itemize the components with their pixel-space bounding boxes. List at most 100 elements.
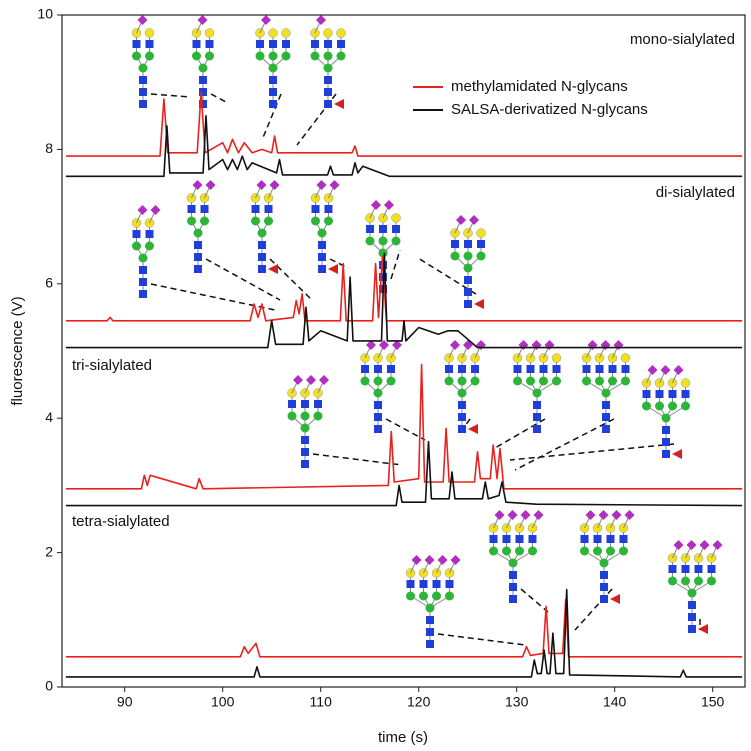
mannose (391, 236, 401, 246)
glcnac (458, 365, 466, 373)
mannose (463, 263, 473, 273)
glcnac (552, 365, 561, 373)
mannose (642, 401, 651, 411)
glcnac (445, 365, 453, 373)
glcnac (324, 76, 332, 84)
sialic-acid (329, 180, 340, 190)
mannose (360, 376, 370, 386)
mannose (457, 376, 467, 386)
mannose (419, 591, 428, 601)
glcnac (602, 401, 610, 409)
glcnac (509, 595, 517, 603)
glcnac (311, 40, 319, 48)
glcnac (642, 390, 651, 398)
sialic-acid (712, 540, 723, 550)
panel-label: mono-sialylated (630, 31, 735, 48)
fucose (268, 264, 278, 274)
sialic-acid (624, 510, 635, 520)
glcnac (269, 88, 277, 96)
trace (65, 588, 743, 678)
panel-label: tetra-sialylated (72, 513, 170, 530)
mannose (513, 376, 522, 386)
glcnac (139, 290, 147, 298)
sialic-acid (371, 200, 381, 210)
glcnac (533, 413, 541, 421)
glycan-structures (131, 15, 723, 648)
mannose (457, 388, 467, 398)
mannose (323, 51, 333, 61)
legend-label: methylamidated N-glycans (451, 78, 628, 95)
glcnac (301, 448, 309, 456)
glcnac (681, 565, 690, 573)
mannose (582, 376, 591, 386)
sialic-acid (598, 510, 609, 520)
mannose (132, 51, 141, 61)
sialic-acid (507, 510, 518, 520)
y-tick-label: 2 (45, 543, 53, 559)
glcnac (426, 628, 434, 636)
fucose (698, 624, 708, 634)
glcnac (539, 365, 548, 373)
connector (210, 93, 227, 103)
connector (312, 453, 403, 466)
mannose (300, 411, 310, 421)
glcnac (458, 425, 466, 433)
glcnac (681, 390, 690, 398)
mannose (681, 576, 690, 586)
glcnac (458, 413, 466, 421)
glcnac (258, 253, 266, 261)
sialic-acid (192, 180, 203, 190)
mannose (444, 376, 454, 386)
glcnac (200, 205, 209, 213)
y-tick-label: 0 (45, 678, 53, 694)
mannose (200, 216, 209, 226)
mannose (606, 546, 615, 556)
galactose (204, 28, 215, 38)
glcnac (662, 450, 670, 458)
sialic-acid (205, 180, 216, 190)
x-tick-label: 90 (117, 694, 133, 710)
mannose (251, 216, 260, 226)
sialic-acid (673, 540, 684, 550)
glcnac (374, 413, 382, 421)
sialic-acid (600, 340, 611, 350)
glcnac (318, 265, 326, 273)
mannose (255, 51, 265, 61)
glcnac (502, 535, 511, 543)
sialic-acid (379, 340, 389, 350)
mannose (132, 241, 141, 251)
trace (65, 363, 743, 490)
trace (65, 115, 743, 178)
glcnac (533, 425, 541, 433)
glcnac (374, 425, 382, 433)
glcnac (366, 225, 374, 233)
mannose (707, 576, 716, 586)
sialic-acid (518, 340, 529, 350)
glcnac (464, 276, 472, 284)
glcnac (477, 240, 485, 248)
trace (65, 598, 743, 658)
mannose (508, 558, 518, 568)
mannose (311, 216, 320, 226)
glcnac (662, 426, 670, 434)
sialic-acid (256, 180, 267, 190)
sialic-acid (611, 510, 622, 520)
y-tick-label: 10 (37, 6, 53, 22)
glcnac (580, 535, 589, 543)
mannose (476, 251, 486, 261)
glcnac (419, 580, 428, 588)
glcnac (707, 565, 716, 573)
connector (385, 418, 426, 441)
mannose (313, 411, 323, 421)
mannose (198, 63, 208, 73)
mannose (687, 588, 697, 598)
legend-label: SALSA-derivatized N-glycans (451, 101, 648, 118)
mannose (378, 248, 388, 258)
trace (65, 440, 743, 507)
y-axis-label: fluorescence (V) (9, 296, 26, 405)
mannose (528, 546, 537, 556)
galactose (680, 378, 691, 388)
mannose (515, 546, 524, 556)
glcnac (619, 535, 628, 543)
